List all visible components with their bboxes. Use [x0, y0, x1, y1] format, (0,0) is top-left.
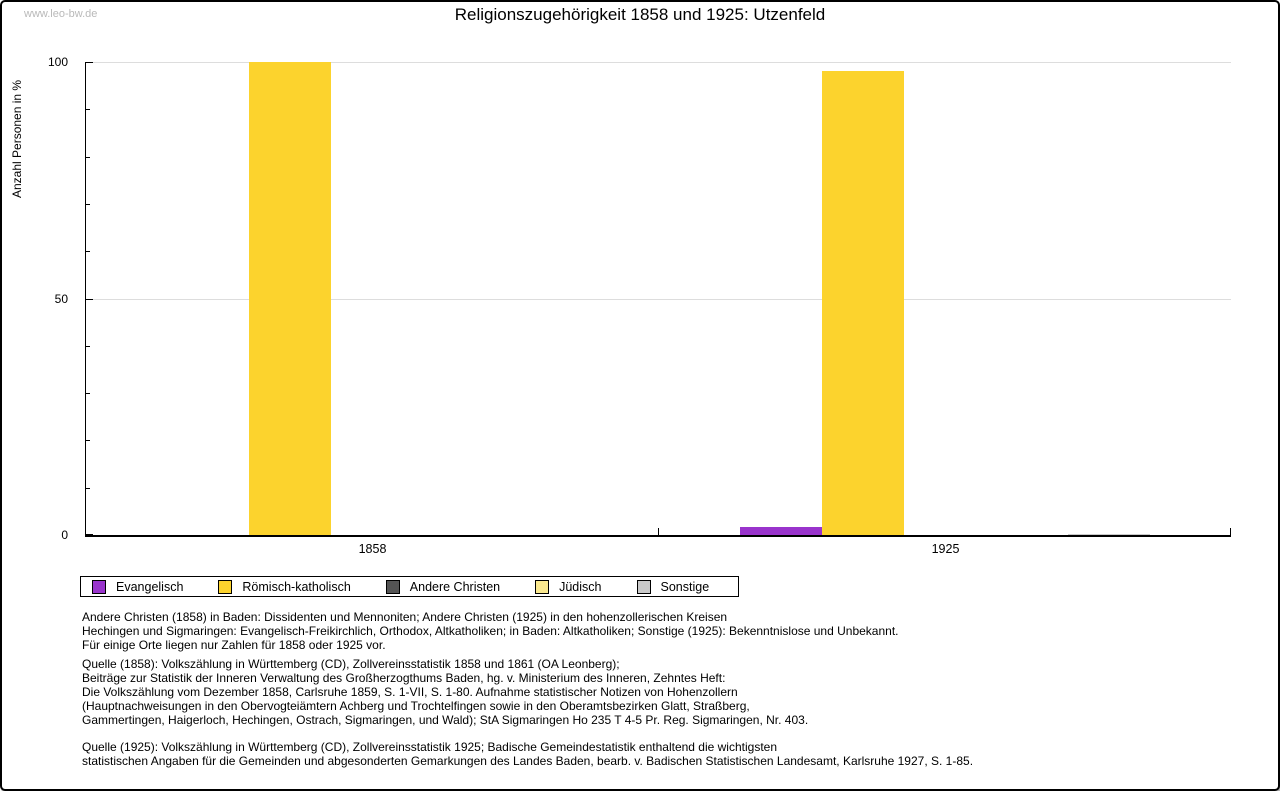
legend-swatch-icon [636, 579, 651, 594]
legend-label: Jüdisch [559, 579, 602, 594]
footnote-source-1925: Quelle (1925): Volkszählung in Württembe… [82, 740, 974, 768]
legend-swatch-icon [92, 579, 106, 594]
y-minor-tick-30 [86, 393, 90, 394]
bar-1925-Sonstige [1068, 533, 1150, 535]
legend-label: Evangelisch [116, 579, 184, 594]
y-major-tick-0 [86, 534, 93, 535]
bar-1925-Evangelisch [740, 526, 822, 535]
y-tick-label-50: 50 [54, 292, 68, 306]
bar-1925-Römisch-katholisch [822, 71, 904, 535]
y-minor-tick-60 [86, 251, 90, 252]
x-boundary-tick-2 [1230, 528, 1231, 535]
y-major-tick-50 [86, 299, 93, 300]
legend-item-Evangelisch: Evangelisch [92, 579, 184, 594]
y-minor-tick-20 [86, 440, 90, 441]
legend-swatch-icon [385, 579, 400, 594]
y-minor-tick-90 [86, 109, 90, 110]
legend-item-Römisch-katholisch: Römisch-katholisch [218, 579, 351, 594]
watermark: www.leo-bw.de [24, 8, 98, 20]
x-tick-label-1858: 1858 [358, 542, 387, 556]
y-minor-tick-40 [86, 346, 90, 347]
gridline-50 [86, 299, 1231, 300]
plot-area: 1858 1925 [85, 62, 1231, 556]
y-minor-tick-80 [86, 157, 90, 158]
y-major-tick-100 [86, 62, 93, 63]
y-axis-tick-labels: 0 50 100 [2, 55, 78, 542]
legend-swatch-icon [218, 579, 233, 594]
y-minor-tick-70 [86, 204, 90, 205]
footnote-source-1858: Quelle (1858): Volkszählung in Württembe… [82, 657, 809, 727]
legend-item-Jüdisch: Jüdisch [535, 579, 602, 594]
bar-1858-Römisch-katholisch [249, 62, 331, 535]
legend: Evangelisch Römisch-katholisch Andere Chri… [80, 576, 739, 597]
legend-label: Andere Christen [409, 579, 501, 594]
legend-item-Andere Christen: Andere Christen [385, 579, 501, 594]
legend-item-Sonstige: Sonstige [636, 579, 710, 594]
y-tick-label-100: 100 [47, 55, 68, 69]
x-boundary-tick-1 [658, 528, 659, 535]
footnote-definitions: Andere Christen (1858) in Baden: Disside… [82, 610, 899, 652]
gridline-100 [86, 62, 1231, 63]
legend-swatch-icon [535, 579, 550, 594]
legend-label: Sonstige [660, 579, 710, 594]
y-tick-label-0: 0 [61, 528, 68, 542]
y-minor-tick-10 [86, 488, 90, 489]
legend-label: Römisch-katholisch [242, 579, 351, 594]
x-tick-label-1925: 1925 [931, 542, 960, 556]
chart-title: Religionszugehörigkeit 1858 und 1925: Ut… [454, 5, 826, 24]
